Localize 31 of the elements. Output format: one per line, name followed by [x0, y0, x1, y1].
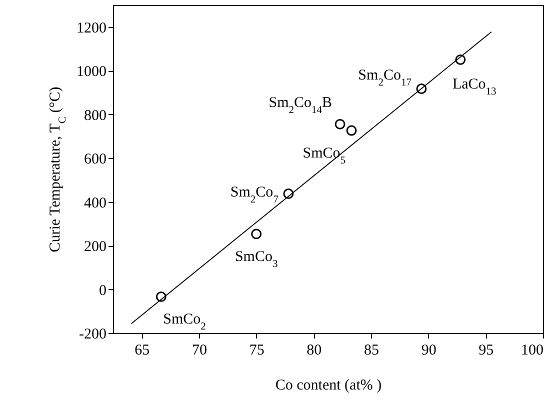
- point: [283, 188, 294, 199]
- x-tick-label: 95: [478, 342, 494, 358]
- point: [346, 125, 357, 136]
- y-tick-label: 400: [84, 195, 106, 212]
- point: [251, 228, 262, 240]
- y-tick-label: 600: [84, 152, 106, 168]
- annotation: Sm$_{2}$Co$_{17}$: [358, 68, 412, 88]
- point: [156, 291, 166, 302]
- x-tick-label: 65: [134, 342, 150, 358]
- x-tick-label: 75: [249, 342, 264, 358]
- x-tick-label: 70: [192, 342, 207, 358]
- point: [334, 118, 346, 130]
- annotation: LaCo$_{13}$: [452, 76, 496, 98]
- y-tick-label: -200: [79, 326, 106, 342]
- x-tick-label: 85: [364, 342, 379, 358]
- annotation: SmCo$_{3}$: [234, 248, 278, 270]
- y-tick-label: 0: [99, 282, 106, 299]
- x-tick-label: 100: [521, 342, 544, 358]
- x-axis-title: Co content (at% ): [275, 378, 382, 394]
- y-tick-label: 800: [84, 108, 106, 124]
- point: [416, 84, 427, 94]
- point: [455, 54, 466, 65]
- y-tick-label: 1200: [76, 20, 106, 36]
- annotation: SmCo$_{5}$: [302, 146, 346, 166]
- annotation: Sm$_{2}$Co$_{7}$: [230, 184, 278, 206]
- annotation: Sm$_{2}$Co$_{14}$B: [268, 95, 332, 116]
- x-tick-label: 80: [306, 342, 322, 358]
- y-tick-label: 200: [84, 239, 106, 256]
- y-tick-label: 1000: [76, 64, 106, 80]
- x-tick-label: 90: [421, 342, 436, 358]
- annotation: SmCo$_{2}$: [163, 312, 206, 332]
